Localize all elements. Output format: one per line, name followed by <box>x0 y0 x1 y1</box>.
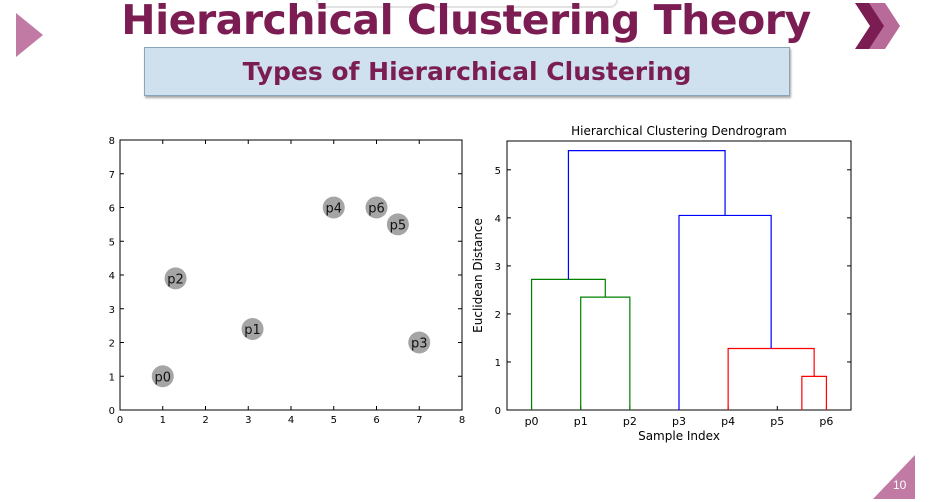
point-label: p6 <box>368 202 385 217</box>
y-tick-label: 6 <box>109 204 115 215</box>
y-tick-label: 4 <box>109 271 115 282</box>
dendrogram-title: Hierarchical Clustering Dendrogram <box>571 124 787 138</box>
x-tick-label: p6 <box>819 415 833 428</box>
x-tick-label: 3 <box>245 415 251 426</box>
dendrogram-chart: Hierarchical Clustering Dendrogram 0 1 2 3 4 5… <box>471 124 852 443</box>
y-tick-label: 3 <box>495 262 501 273</box>
dendrogram-link <box>567 150 726 280</box>
x-tick-label: p2 <box>623 415 637 428</box>
y-tick-label: 1 <box>495 358 501 369</box>
page-number: 10 <box>893 478 907 492</box>
y-tick-label: 7 <box>109 170 115 181</box>
y-tick-label: 2 <box>495 310 501 321</box>
x-tick-label: 0 <box>117 415 123 426</box>
scatter-point <box>408 331 431 354</box>
scatter-point <box>164 267 187 290</box>
slide-subtitle: Types of Hierarchical Clustering <box>242 57 692 86</box>
point-label: p3 <box>411 337 428 352</box>
x-tick-label: 6 <box>373 415 379 426</box>
point-label: p4 <box>325 202 342 217</box>
page-corner-triangle <box>873 455 915 499</box>
slide-title: Hierarchical Clustering Theory <box>121 0 811 44</box>
x-tick-label: 5 <box>331 415 337 426</box>
scatter-plot: 0 1 2 3 4 5 6 7 8 0 1 2 3 4 5 6 7 8 p0 p1 p2 p3 p4 p5 p6 <box>109 136 466 426</box>
dendrogram-link <box>580 296 631 410</box>
y-tick-label: 3 <box>109 305 115 316</box>
scatter-point <box>241 318 264 340</box>
point-label: p0 <box>154 370 171 385</box>
x-tick-label: p5 <box>770 415 784 428</box>
scatter-point <box>151 365 174 388</box>
x-tick-label: 1 <box>160 415 166 426</box>
play-triangle-icon <box>16 13 43 57</box>
y-tick-label: 5 <box>109 237 115 248</box>
y-tick-label: 1 <box>109 372 115 383</box>
point-label: p1 <box>244 323 261 338</box>
x-tick-label: p3 <box>672 415 686 428</box>
scatter-point <box>386 213 409 236</box>
x-tick-label: 7 <box>416 415 422 426</box>
y-tick-label: 5 <box>495 166 501 177</box>
subtitle-banner: Types of Hierarchical Clustering <box>144 47 790 96</box>
y-tick-label: 2 <box>109 339 115 350</box>
x-tick-label: p0 <box>525 415 539 428</box>
scatter-point <box>322 196 345 219</box>
y-tick-label: 4 <box>495 214 501 225</box>
point-label: p5 <box>390 218 407 233</box>
x-tick-label: p1 <box>574 415 588 428</box>
x-tick-label: 8 <box>459 415 465 426</box>
scatter-point <box>365 196 388 219</box>
x-tick-label: 2 <box>202 415 208 426</box>
point-label: p2 <box>167 272 184 287</box>
y-axis-label: Euclidean Distance <box>471 218 485 333</box>
x-axis-label: Sample Index <box>638 429 720 443</box>
x-tick-label: 4 <box>288 415 294 426</box>
y-tick-label: 0 <box>495 406 501 417</box>
chevron-arrows-icon <box>855 3 900 49</box>
y-tick-label: 0 <box>109 406 115 417</box>
x-tick-label: p4 <box>721 415 735 428</box>
y-tick-label: 8 <box>109 136 115 147</box>
